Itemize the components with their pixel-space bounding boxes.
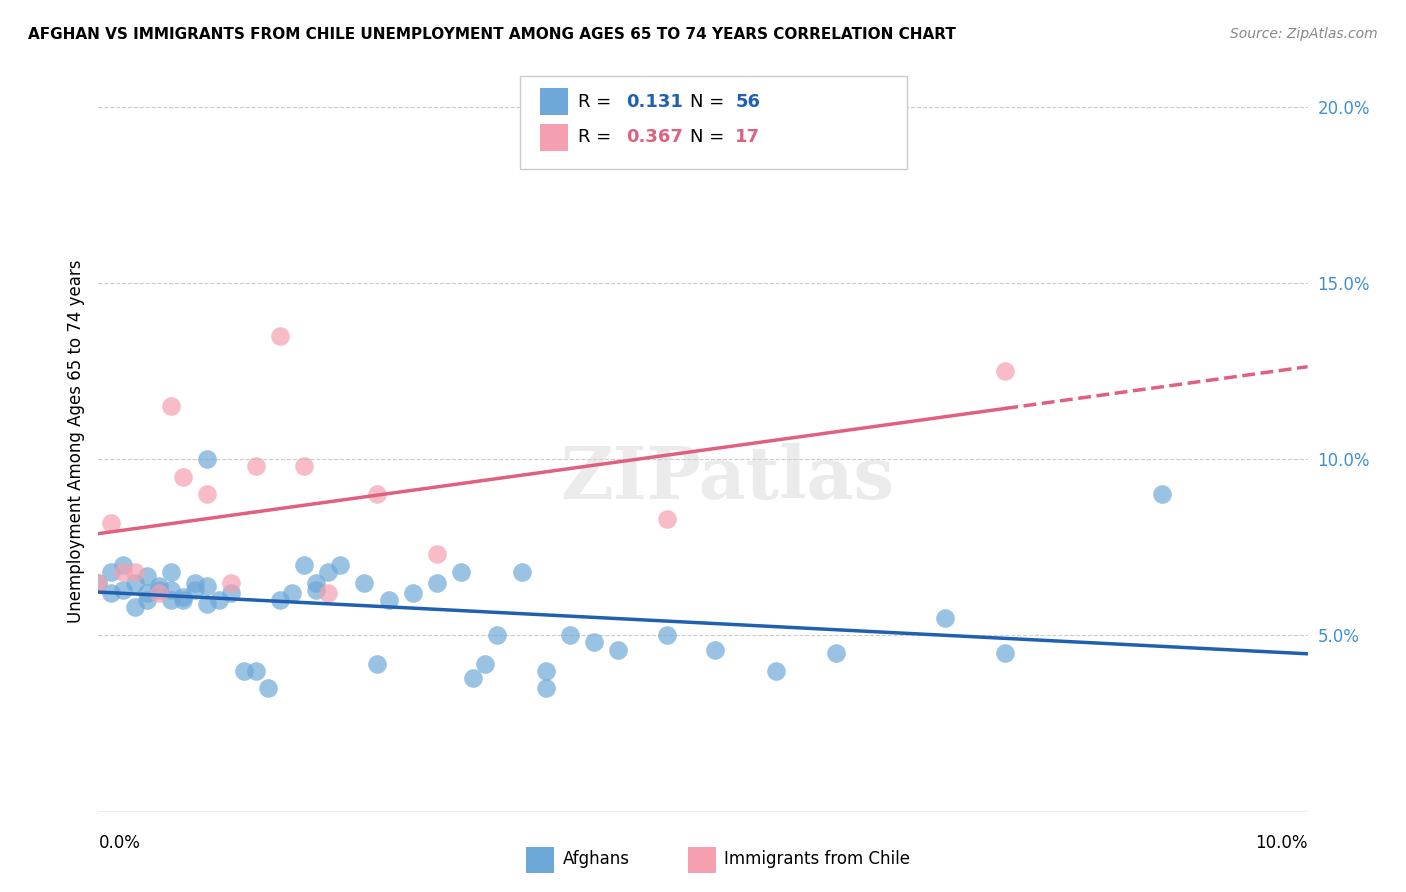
Point (124, 575, 146, 590)
Point (100, 586, 122, 600)
Text: AFGHAN VS IMMIGRANTS FROM CHILE UNEMPLOYMENT AMONG AGES 65 TO 74 YEARS CORRELATI: AFGHAN VS IMMIGRANTS FROM CHILE UNEMPLOY… (28, 27, 956, 42)
Point (474, 657, 496, 671)
Point (305, 582, 328, 597)
Point (195, 452, 218, 467)
Point (256, 681, 278, 696)
Text: 56: 56 (735, 93, 761, 111)
Point (245, 664, 267, 678)
Point (316, 565, 339, 579)
Point (510, 565, 533, 579)
Point (148, 582, 170, 597)
Point (135, 568, 157, 582)
Point (269, 328, 291, 343)
Text: N =: N = (690, 93, 730, 111)
Point (172, 470, 194, 484)
Text: Afghans: Afghans (562, 850, 630, 868)
Point (148, 586, 170, 600)
Text: 17: 17 (735, 128, 761, 146)
Point (377, 593, 399, 607)
Point (135, 593, 157, 607)
Point (87, 575, 110, 590)
Point (195, 597, 218, 611)
Point (221, 575, 243, 590)
Point (704, 642, 727, 657)
Text: 0.0%: 0.0% (98, 834, 141, 852)
Point (934, 611, 956, 625)
Text: Source: ZipAtlas.com: Source: ZipAtlas.com (1230, 27, 1378, 41)
Point (607, 642, 630, 657)
Point (558, 628, 581, 642)
Point (184, 575, 207, 590)
Point (426, 575, 449, 590)
Point (825, 646, 848, 660)
Point (994, 364, 1017, 378)
Text: R =: R = (578, 128, 617, 146)
Point (111, 565, 134, 579)
Point (353, 575, 375, 590)
Point (160, 565, 183, 579)
Point (534, 681, 557, 696)
Text: Immigrants from Chile: Immigrants from Chile (724, 850, 910, 868)
Point (292, 558, 315, 572)
Point (583, 635, 606, 649)
Point (329, 558, 352, 572)
Point (765, 664, 787, 678)
Point (655, 512, 678, 526)
Point (208, 593, 231, 607)
Point (111, 558, 134, 572)
Point (305, 575, 328, 590)
Point (184, 582, 207, 597)
Point (172, 590, 194, 604)
Point (160, 582, 183, 597)
Point (463, 671, 485, 685)
Point (100, 565, 122, 579)
Point (111, 582, 134, 597)
Text: R =: R = (578, 93, 617, 111)
Point (366, 487, 388, 501)
Point (269, 593, 291, 607)
Point (100, 516, 122, 530)
Point (148, 579, 170, 593)
Text: 0.131: 0.131 (626, 93, 682, 111)
Point (402, 586, 425, 600)
Point (124, 565, 146, 579)
Point (366, 657, 388, 671)
Point (316, 586, 339, 600)
Y-axis label: Unemployment Among Ages 65 to 74 years: Unemployment Among Ages 65 to 74 years (66, 260, 84, 624)
Point (655, 628, 678, 642)
Point (221, 586, 243, 600)
Point (245, 459, 267, 474)
Point (486, 628, 509, 642)
Point (1152, 487, 1174, 501)
Point (160, 593, 183, 607)
Point (195, 487, 218, 501)
Point (994, 646, 1017, 660)
Point (135, 586, 157, 600)
Text: N =: N = (690, 128, 730, 146)
Point (292, 459, 315, 474)
Point (124, 600, 146, 615)
Point (195, 579, 218, 593)
Point (426, 547, 449, 561)
Point (450, 565, 472, 579)
Point (160, 399, 183, 413)
Text: ZIPatlas: ZIPatlas (560, 443, 894, 514)
Point (172, 593, 194, 607)
Point (232, 664, 254, 678)
Text: 0.367: 0.367 (626, 128, 682, 146)
Point (281, 586, 304, 600)
Text: 10.0%: 10.0% (1256, 834, 1308, 852)
Point (87, 575, 110, 590)
Point (534, 664, 557, 678)
